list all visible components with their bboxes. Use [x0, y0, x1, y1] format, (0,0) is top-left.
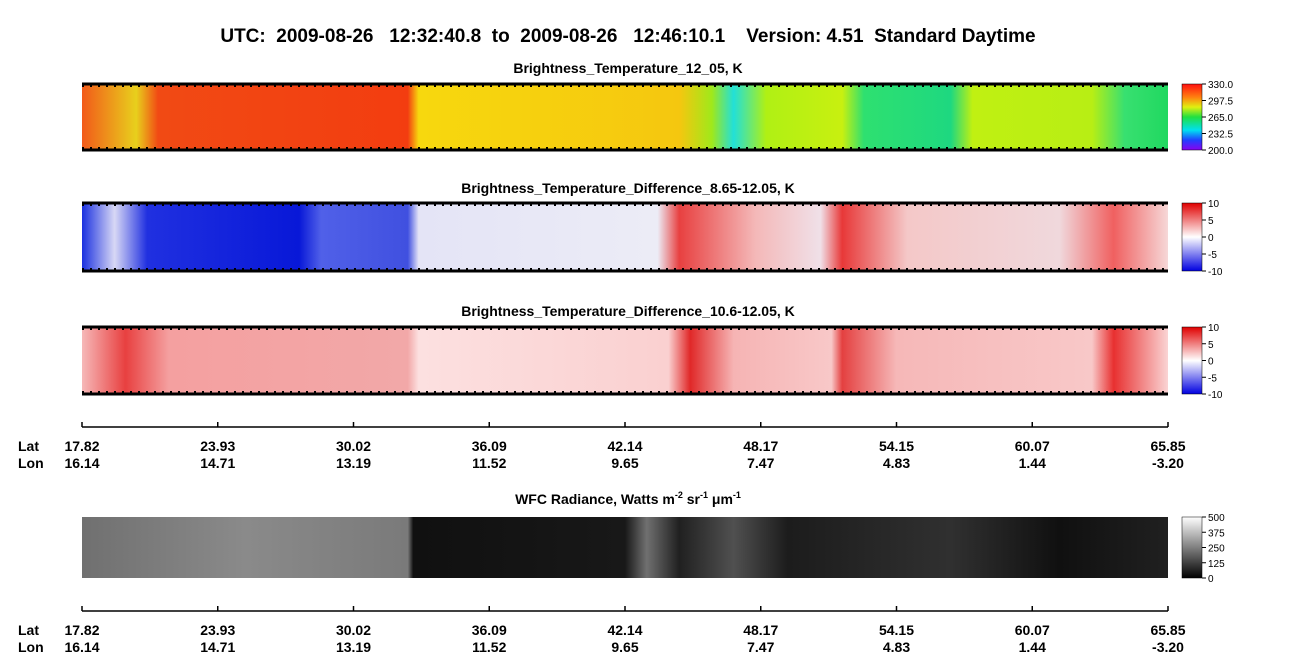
panel-title: Brightness_Temperature_12_05, K: [513, 60, 742, 76]
lat-label: 23.93: [200, 438, 235, 454]
lon-label: 4.83: [883, 455, 910, 471]
image-strip: [82, 517, 1168, 578]
lat-label: 17.82: [64, 622, 99, 638]
colorbar-label: -5: [1208, 250, 1217, 261]
title-part: Brightness_Temperature_12_05, K: [513, 60, 742, 76]
colorbar: [1181, 83, 1203, 151]
image-strip: [82, 203, 1168, 271]
lon-label: -3.20: [1152, 639, 1184, 655]
lat-label: 48.17: [743, 622, 778, 638]
lat-label: 30.02: [336, 438, 371, 454]
title-part: Brightness_Temperature_Difference_8.65-1…: [461, 180, 795, 196]
lon-label: 16.14: [64, 639, 99, 655]
lat-label: 54.15: [879, 622, 914, 638]
colorbar-label: 500: [1208, 513, 1225, 524]
image-strip: [82, 84, 1168, 150]
lat-label: 42.14: [607, 622, 642, 638]
colorbar: [1181, 516, 1203, 579]
lon-label: 13.19: [336, 455, 371, 471]
colorbar-label: 0: [1208, 574, 1214, 585]
lat-label: 42.14: [607, 438, 642, 454]
lon-label: 7.47: [747, 455, 774, 471]
title-part: WFC Radiance, Watts m: [515, 491, 675, 507]
lat-label: 48.17: [743, 438, 778, 454]
lon-label: -3.20: [1152, 455, 1184, 471]
colorbar: [1181, 202, 1203, 272]
colorbar-label: 0: [1208, 233, 1214, 244]
colorbar-label: 250: [1208, 544, 1225, 555]
colorbar-label: 265.0: [1208, 113, 1233, 124]
lon-label: 11.52: [472, 639, 506, 655]
lon-label: 1.44: [1019, 639, 1046, 655]
lon-label: 7.47: [747, 639, 774, 655]
lat-label: 65.85: [1150, 438, 1185, 454]
lat-label: 54.15: [879, 438, 914, 454]
lat-label: 30.02: [336, 622, 371, 638]
lon-label: 16.14: [64, 455, 99, 471]
lon-label: 14.71: [200, 639, 235, 655]
lon-label: 9.65: [611, 455, 638, 471]
image-strip: [82, 327, 1168, 394]
colorbar-label: -10: [1208, 267, 1223, 278]
lon-label: 9.65: [611, 639, 638, 655]
colorbar-label: 0: [1208, 357, 1214, 368]
colorbar-label: 10: [1208, 323, 1220, 334]
title-part: μm: [708, 491, 733, 507]
lat-label: 60.07: [1015, 438, 1050, 454]
lat-label: 36.09: [472, 622, 507, 638]
lon-label: 4.83: [883, 639, 910, 655]
colorbar-label: -5: [1208, 373, 1217, 384]
colorbar-label: 330.0: [1208, 80, 1233, 91]
row-label: Lon: [18, 455, 44, 471]
lat-label: 23.93: [200, 622, 235, 638]
title-part: Brightness_Temperature_Difference_10.6-1…: [461, 303, 795, 319]
colorbar-label: 5: [1208, 340, 1214, 351]
lat-label: 36.09: [472, 438, 507, 454]
lat-label: 60.07: [1015, 622, 1050, 638]
panel-title: WFC Radiance, Watts m-2 sr-1 μm-1: [515, 490, 741, 507]
colorbar-label: 200.0: [1208, 146, 1233, 157]
row-label: Lon: [18, 639, 44, 655]
superscript: -1: [700, 490, 708, 500]
page-title: UTC: 2009-08-26 12:32:40.8 to 2009-08-26…: [220, 26, 1035, 47]
panel-title: Brightness_Temperature_Difference_10.6-1…: [461, 303, 795, 319]
lon-label: 1.44: [1019, 455, 1046, 471]
row-label: Lat: [18, 438, 39, 454]
colorbar: [1181, 326, 1203, 395]
colorbar-label: 375: [1208, 528, 1225, 539]
colorbar-label: 297.5: [1208, 97, 1233, 108]
colorbar-label: -10: [1208, 390, 1223, 401]
colorbar-label: 5: [1208, 216, 1214, 227]
colorbar-label: 125: [1208, 559, 1225, 570]
colorbar-label: 232.5: [1208, 130, 1233, 141]
lon-label: 11.52: [472, 455, 506, 471]
colorbar-label: 10: [1208, 199, 1220, 210]
lon-label: 14.71: [200, 455, 235, 471]
lat-label: 65.85: [1150, 622, 1185, 638]
row-label: Lat: [18, 622, 39, 638]
panel-title: Brightness_Temperature_Difference_8.65-1…: [461, 180, 795, 196]
lat-label: 17.82: [64, 438, 99, 454]
lon-label: 13.19: [336, 639, 371, 655]
superscript: -2: [675, 490, 683, 500]
title-part: sr: [683, 491, 701, 507]
superscript: -1: [733, 490, 741, 500]
